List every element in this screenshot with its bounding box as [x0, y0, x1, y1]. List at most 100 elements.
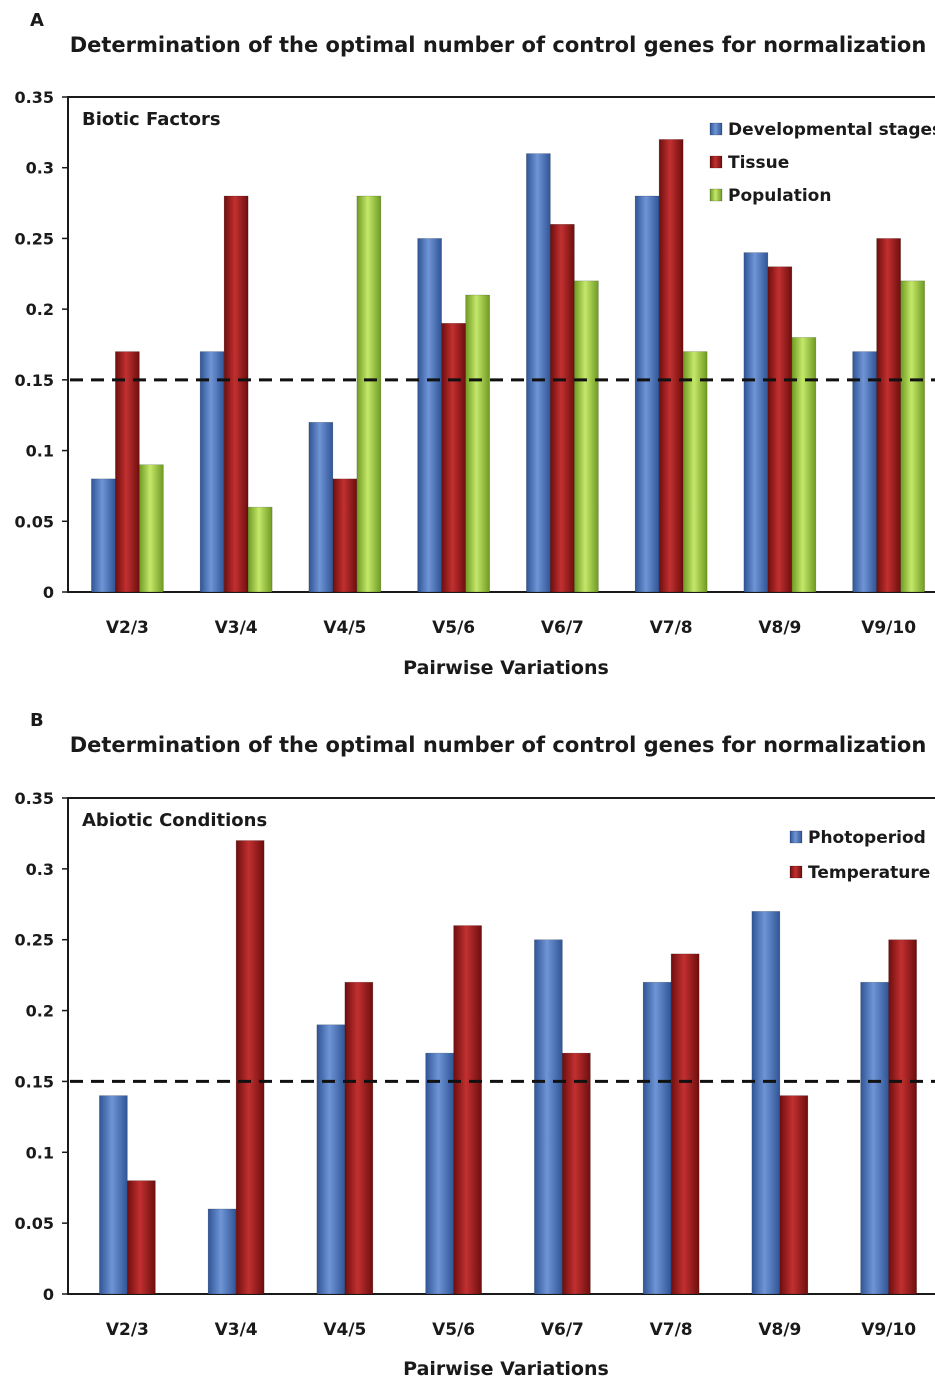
x-tick-label: V4/5 [323, 1320, 366, 1340]
bar-photoperiod-3 [316, 1024, 346, 1295]
legend-label: Developmental stages [728, 120, 935, 140]
y-axis: 0 0.05 0.1 0.15 0.2 0.25 0.3 0.35 [15, 88, 68, 602]
bar-photoperiod-1 [99, 1095, 128, 1295]
bar-photoperiod-6 [642, 981, 672, 1295]
bar-population-7 [791, 337, 817, 593]
bar-developmental-stages-2 [199, 351, 225, 593]
bar-tissue-5 [550, 223, 575, 593]
bar-population-5 [574, 280, 599, 593]
bar-developmental-stages-1 [91, 478, 116, 593]
bar-developmental-stages-8 [852, 351, 877, 593]
bar-developmental-stages-5 [526, 153, 551, 593]
x-axis-label: Pairwise Variations [403, 657, 609, 679]
x-tick-label: V2/3 [106, 618, 149, 638]
bar-population-6 [682, 351, 708, 593]
chart-panel-a: A Determination of the optimal number of… [15, 10, 935, 679]
bar-population-8 [900, 280, 925, 593]
x-axis-label: Pairwise Variations [403, 1358, 609, 1378]
bar-temperature-3 [344, 981, 374, 1295]
chart-subtitle: Biotic Factors [82, 109, 221, 130]
y-tick-label: 0.1 [26, 442, 54, 461]
bar-developmental-stages-6 [634, 195, 660, 593]
y-tick-label: 0.25 [15, 229, 54, 248]
y-axis: 0 0.05 0.1 0.15 0.2 0.25 0.3 0.35 [15, 789, 68, 1304]
y-tick-label: 0.1 [26, 1143, 54, 1162]
y-tick-label: 0.05 [15, 1214, 54, 1233]
legend-label: Photoperiod [808, 828, 926, 848]
bar-population-4 [465, 294, 490, 593]
legend-label: Population [728, 186, 831, 206]
plot-area-frame [67, 96, 935, 593]
bar-tissue-8 [876, 238, 901, 593]
bar-population-2 [247, 506, 273, 593]
bar-temperature-6 [670, 953, 700, 1295]
bar-developmental-stages-3 [308, 421, 334, 593]
x-tick-label: V5/6 [432, 1320, 475, 1340]
x-tick-label: V6/7 [541, 1320, 584, 1340]
x-tick-label: V6/7 [541, 618, 584, 638]
y-tick-label: 0.2 [26, 1002, 54, 1021]
bar-population-1 [139, 464, 164, 593]
legend: Developmental stages Tissue Population [709, 120, 935, 206]
x-tick-label: V7/8 [650, 1320, 693, 1340]
x-tick-label: V9/10 [861, 1320, 916, 1340]
legend-swatch [709, 155, 723, 169]
bar-developmental-stages-7 [743, 252, 769, 593]
bar-developmental-stages-4 [417, 238, 442, 593]
x-tick-label: V4/5 [323, 618, 366, 638]
panel-label: A [30, 10, 44, 31]
legend-swatch [789, 830, 803, 844]
x-tick-label: V5/6 [432, 618, 475, 638]
x-tick-label: V9/10 [861, 618, 916, 638]
panel-label: B [30, 710, 44, 731]
bar-group [91, 139, 925, 593]
bar-group [99, 840, 917, 1295]
y-tick-label: 0.3 [26, 860, 54, 879]
bar-temperature-8 [888, 939, 917, 1295]
x-axis: V2/3 V3/4 V4/5 V5/6 V6/7 V7/8 V8/9 V9/10 [106, 618, 916, 638]
bar-population-3 [356, 195, 382, 593]
y-tick-label: 0.15 [15, 1072, 54, 1091]
y-tick-label: 0 [43, 583, 54, 602]
bar-photoperiod-5 [534, 939, 563, 1295]
bar-photoperiod-8 [860, 981, 889, 1295]
legend-label: Tissue [728, 153, 789, 173]
plot-area-frame [67, 797, 935, 1295]
x-tick-label: V3/4 [215, 1320, 258, 1340]
bar-temperature-4 [453, 925, 482, 1295]
bar-temperature-1 [127, 1180, 156, 1295]
bar-tissue-7 [767, 266, 793, 593]
legend-swatch [789, 865, 803, 879]
y-tick-label: 0.05 [15, 512, 54, 531]
bar-photoperiod-7 [751, 911, 781, 1295]
x-tick-label: V8/9 [758, 618, 801, 638]
legend-swatch [709, 122, 723, 136]
x-tick-label: V3/4 [215, 618, 258, 638]
x-tick-label: V8/9 [758, 1320, 801, 1340]
bar-temperature-2 [235, 840, 265, 1295]
chart-title: Determination of the optimal number of c… [70, 33, 927, 57]
bar-temperature-5 [562, 1052, 591, 1295]
chart-subtitle: Abiotic Conditions [82, 810, 267, 831]
y-tick-label: 0.25 [15, 931, 54, 950]
chart-panel-b: B Determination of the optimal number of… [15, 710, 935, 1378]
y-tick-label: 0.2 [26, 300, 54, 319]
x-axis: V2/3 V3/4 V4/5 V5/6 V6/7 V7/8 V8/9 V9/10 [106, 1320, 916, 1340]
x-tick-label: V2/3 [106, 1320, 149, 1340]
bar-tissue-2 [223, 195, 249, 593]
y-tick-label: 0.15 [15, 371, 54, 390]
y-tick-label: 0 [43, 1285, 54, 1304]
legend-swatch [709, 188, 723, 202]
bar-tissue-3 [332, 478, 358, 593]
legend: Photoperiod Temperature [789, 828, 930, 883]
y-tick-label: 0.35 [15, 789, 54, 808]
x-tick-label: V7/8 [650, 618, 693, 638]
y-tick-label: 0.35 [15, 88, 54, 107]
bar-photoperiod-4 [425, 1052, 454, 1295]
bar-temperature-7 [779, 1095, 809, 1295]
y-tick-label: 0.3 [26, 159, 54, 178]
bar-photoperiod-2 [207, 1208, 237, 1295]
bar-tissue-4 [441, 322, 466, 593]
bar-tissue-1 [115, 351, 140, 593]
